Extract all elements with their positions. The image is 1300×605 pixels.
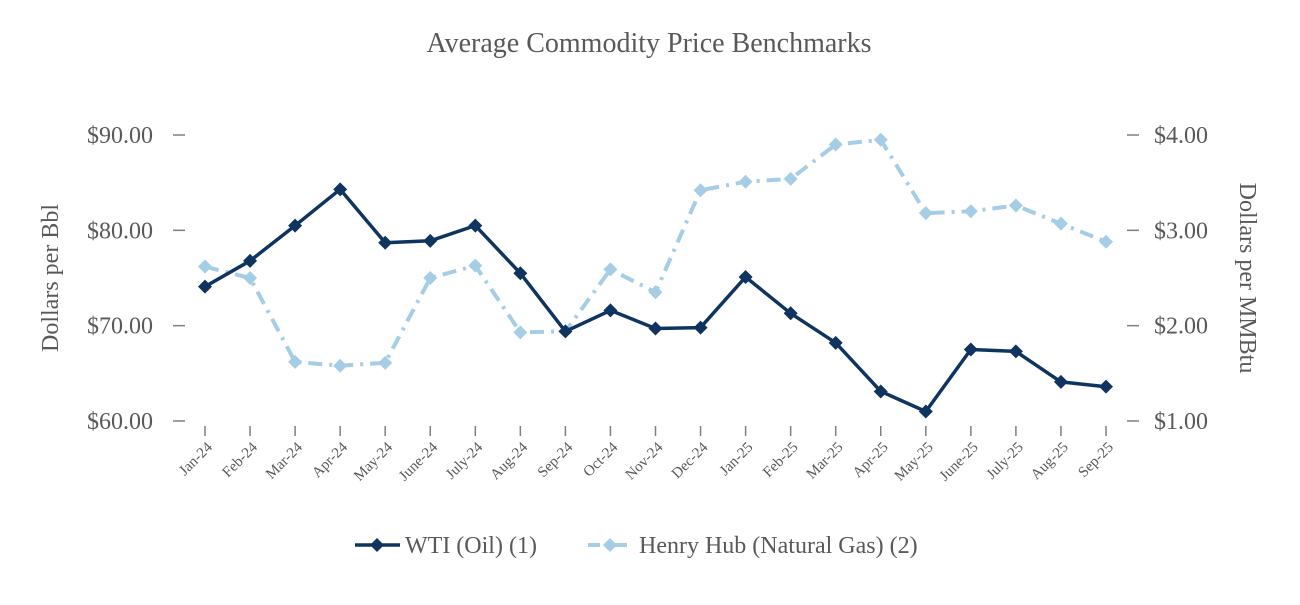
legend: WTI (Oil) (1) Henry Hub (Natural Gas) (2) [355,533,918,559]
right-y-tick-label: $2.00 [1154,314,1208,340]
left-y-tick-label: $70.00 [87,314,153,340]
x-tick-label: Aug-25 [1028,440,1072,484]
series-layer [198,132,1113,419]
right-y-tick-label: $3.00 [1154,218,1208,244]
henry-hub-point [513,325,528,340]
henry-hub-point [1099,234,1113,249]
henry-hub-point [648,285,663,300]
x-tick-label: May-25 [892,440,937,485]
wti-point [828,335,843,350]
x-tick-label: Jan-24 [176,439,216,479]
left-y-tick-label: $90.00 [87,123,153,149]
wti-point [198,279,212,294]
wti-point [1053,374,1068,389]
henry-hub-point [288,354,303,369]
henry-hub-point [918,206,933,221]
wti-point [243,253,258,268]
wti-point [468,218,483,233]
x-tick-label: Feb-24 [220,439,262,481]
wti-point [333,182,348,197]
x-axis: Jan-24 Feb-24 Mar-24 Apr-24 May-24 June-24 Jul… [176,426,1117,484]
henry-hub-point [738,174,753,189]
henry-hub-point [828,137,843,152]
henry-hub-point [693,183,708,198]
series-wti [198,182,1113,419]
henry-hub-point [333,358,348,373]
x-tick-label: Sep-24 [535,439,577,481]
wti-point [963,342,978,357]
legend-henry-hub-swatch-marker [603,538,617,552]
x-tick-label: Aug-24 [487,439,531,483]
legend-wti-swatch-marker [370,538,384,552]
right-y-tick-label: $1.00 [1154,409,1208,435]
henry-hub-point [378,355,393,370]
wti-point [693,320,708,335]
x-tick-label: Apr-24 [309,439,351,481]
x-tick-label: May-24 [351,439,396,484]
henry-hub-point [873,132,888,147]
x-tick-label: Oct-24 [581,439,622,480]
x-tick-label: July-24 [443,439,486,482]
henry-hub-point [423,271,438,285]
x-tick-label: Mar-25 [804,440,847,483]
x-tick-label: Dec-24 [669,439,712,482]
x-tick-label: Sep-25 [1075,440,1116,481]
left-y-axis: $60.00 $70.00 $80.00 $90.00 [87,123,185,435]
wti-point [1008,344,1023,359]
henry-hub-point [1008,198,1023,213]
x-tick-label: June-24 [396,439,441,484]
left-y-tick-label: $80.00 [87,218,153,244]
right-y-axis: $1.00 $2.00 $3.00 $4.00 [1127,123,1208,435]
wti-point [513,266,528,281]
wti-point [738,270,753,285]
left-y-tick-label: $60.00 [87,409,153,435]
wti-point [648,321,663,336]
left-axis-label: Dollars per Bbl [38,204,64,352]
x-tick-label: Jan-25 [717,440,757,480]
x-tick-label: Mar-24 [263,439,306,482]
wti-point [603,303,618,318]
x-tick-label: July-25 [984,440,1027,483]
henry-hub-point [783,171,798,186]
henry-hub-point [963,204,978,219]
wti-line [204,187,1107,414]
wti-point [288,218,303,233]
series-henry-hub [198,132,1113,373]
right-axis-label: Dollars per MMBtu [1234,183,1260,374]
henry-hub-point [198,259,212,274]
x-tick-label: Nov-24 [623,439,667,483]
wti-point [558,324,573,339]
legend-wti-label: WTI (Oil) (1) [405,533,537,559]
wti-point [918,404,933,419]
wti-point [378,235,393,250]
wti-point [1099,379,1113,394]
henry-hub-point [603,262,618,277]
x-tick-label: June-25 [937,440,982,485]
henry-hub-point [1053,216,1068,231]
wti-point [783,306,798,321]
wti-point [423,233,438,248]
x-tick-label: Feb-25 [760,440,801,481]
legend-henry-hub-label: Henry Hub (Natural Gas) (2) [639,533,918,559]
wti-point [873,384,888,399]
henry-hub-point [243,271,258,285]
henry-hub-point [468,258,483,273]
right-y-tick-label: $4.00 [1154,123,1208,149]
x-tick-label: Apr-25 [850,440,892,482]
chart-title: Average Commodity Price Benchmarks [426,28,871,59]
